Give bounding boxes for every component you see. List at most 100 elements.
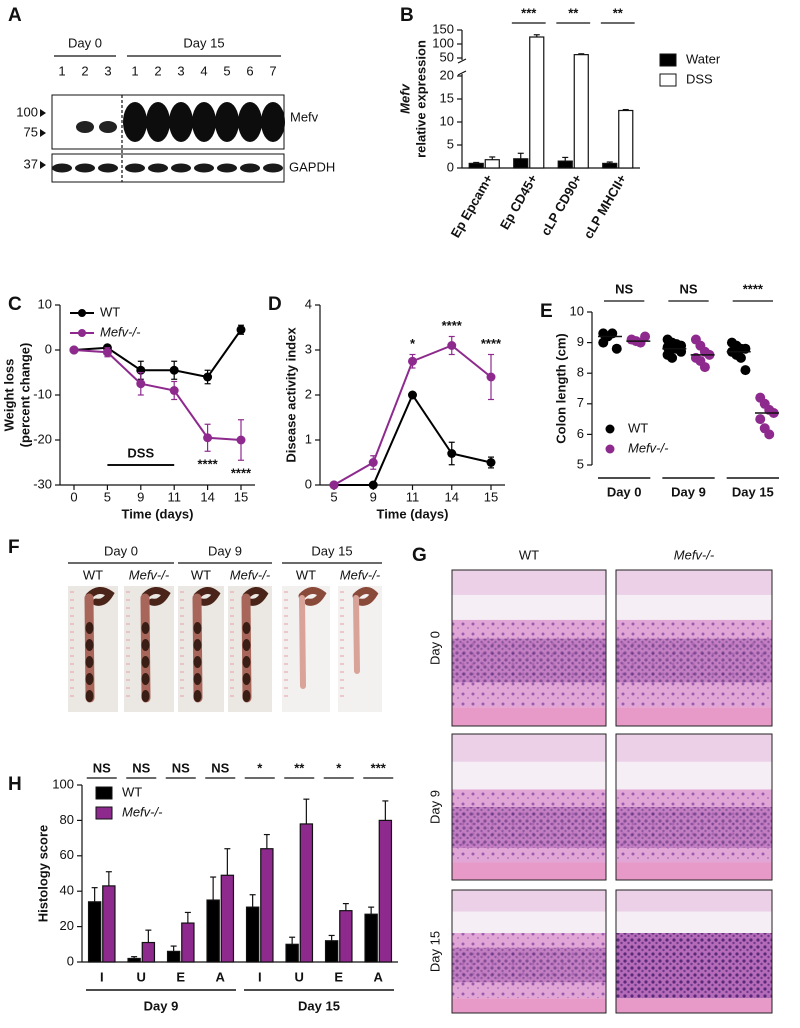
significance-label: *** — [521, 5, 537, 20]
histology-crypts — [616, 807, 772, 848]
pellet — [141, 639, 150, 651]
band — [171, 163, 191, 173]
day-label: Day 0 — [104, 543, 138, 558]
colon-cecum — [85, 587, 115, 606]
x-tick-label: A — [216, 969, 226, 984]
y-axis-label: Weight loss — [1, 359, 16, 432]
bar — [166, 950, 181, 963]
bar — [127, 957, 141, 963]
bar — [245, 906, 260, 963]
histology-frame — [451, 889, 607, 1014]
y-axis-label: relative expression — [413, 40, 428, 158]
x-axis-label: Time (days) — [376, 506, 448, 521]
histology-frame — [615, 569, 773, 727]
lane-label: 3 — [104, 63, 111, 78]
y-axis-label: Disease activity index — [283, 327, 298, 463]
lane-label: 1 — [131, 63, 138, 78]
point — [368, 458, 378, 467]
axis-break — [457, 70, 467, 76]
band — [148, 163, 168, 173]
histology-debris — [616, 734, 772, 762]
y-tick-label: 3 — [305, 341, 312, 356]
point — [102, 347, 112, 357]
histology-frame — [615, 889, 773, 1014]
bar — [529, 36, 545, 169]
y-tick-label: 80 — [60, 812, 74, 827]
point — [203, 372, 213, 382]
significance-label: **** — [231, 466, 252, 481]
point — [368, 480, 378, 490]
x-tick-label: Ep Epcam+ — [448, 171, 496, 240]
band — [238, 102, 262, 142]
x-tick-label: 9 — [137, 489, 144, 504]
point — [699, 362, 710, 373]
pellet — [193, 639, 202, 651]
group-label: Day 0 — [68, 35, 102, 50]
significance-label: NS — [679, 281, 697, 296]
legend-swatch — [95, 786, 113, 800]
y-tick-label: 8 — [577, 365, 584, 380]
x-tick-label: I — [258, 969, 262, 984]
significance-label: ** — [568, 5, 579, 20]
marker-arrow — [40, 109, 46, 117]
bar — [206, 899, 220, 963]
histology-debris — [616, 890, 772, 912]
histology-frame — [615, 733, 773, 881]
y-tick-label: 100 — [432, 35, 454, 50]
y-axis-label: Histology score — [35, 825, 50, 923]
pellet — [242, 622, 251, 634]
point — [408, 356, 417, 366]
pellet — [242, 673, 251, 685]
bar — [378, 819, 393, 963]
target-label: GAPDH — [289, 159, 335, 174]
genotype-label: WT — [83, 567, 103, 582]
significance-label: **** — [481, 336, 502, 351]
significance-label: ** — [613, 5, 624, 20]
axis-break — [457, 58, 467, 64]
series-line — [73, 349, 242, 441]
significance-label: * — [410, 336, 416, 351]
x-tick-label: U — [137, 969, 146, 984]
legend-label: DSS — [686, 71, 713, 86]
group-label: Day 15 — [298, 998, 340, 1013]
band — [75, 163, 95, 173]
marker-label: 75 — [24, 124, 38, 139]
point — [764, 429, 775, 440]
bar — [513, 158, 529, 169]
y-tick-label: 10 — [440, 113, 454, 128]
bar — [573, 54, 589, 169]
pellet — [242, 639, 251, 651]
genotype-label: WT — [191, 567, 211, 582]
pellet — [193, 673, 202, 685]
x-tick-label: 5 — [104, 489, 111, 504]
bar — [102, 885, 116, 963]
band — [217, 163, 237, 173]
x-tick-label: E — [176, 969, 185, 984]
histology-crypts — [452, 807, 606, 848]
y-tick-label: 20 — [60, 918, 74, 933]
histology-debris — [616, 570, 772, 595]
genotype-label: Mefv-/- — [129, 567, 170, 582]
pellet — [242, 656, 251, 668]
marker-arrow — [40, 129, 46, 137]
significance-label: * — [257, 760, 263, 775]
point — [486, 372, 496, 382]
y-tick-label: -30 — [33, 476, 52, 491]
pellet — [85, 656, 94, 668]
y-tick-label: 20 — [440, 67, 454, 82]
histology-debris — [452, 734, 606, 762]
band — [192, 102, 216, 142]
lane-label: 4 — [200, 63, 207, 78]
significance-label: * — [336, 760, 342, 775]
x-tick-label: Day 9 — [671, 484, 706, 499]
x-tick-label: 15 — [484, 489, 498, 504]
y-tick-label: 0 — [447, 159, 454, 174]
pellet — [141, 656, 150, 668]
legend-swatch — [659, 53, 677, 67]
point — [169, 386, 179, 395]
point — [408, 390, 417, 400]
x-tick-label: 9 — [370, 489, 377, 504]
bar — [141, 941, 156, 963]
y-tick-label: 4 — [305, 296, 312, 311]
y-tick-label: 10 — [570, 303, 584, 318]
